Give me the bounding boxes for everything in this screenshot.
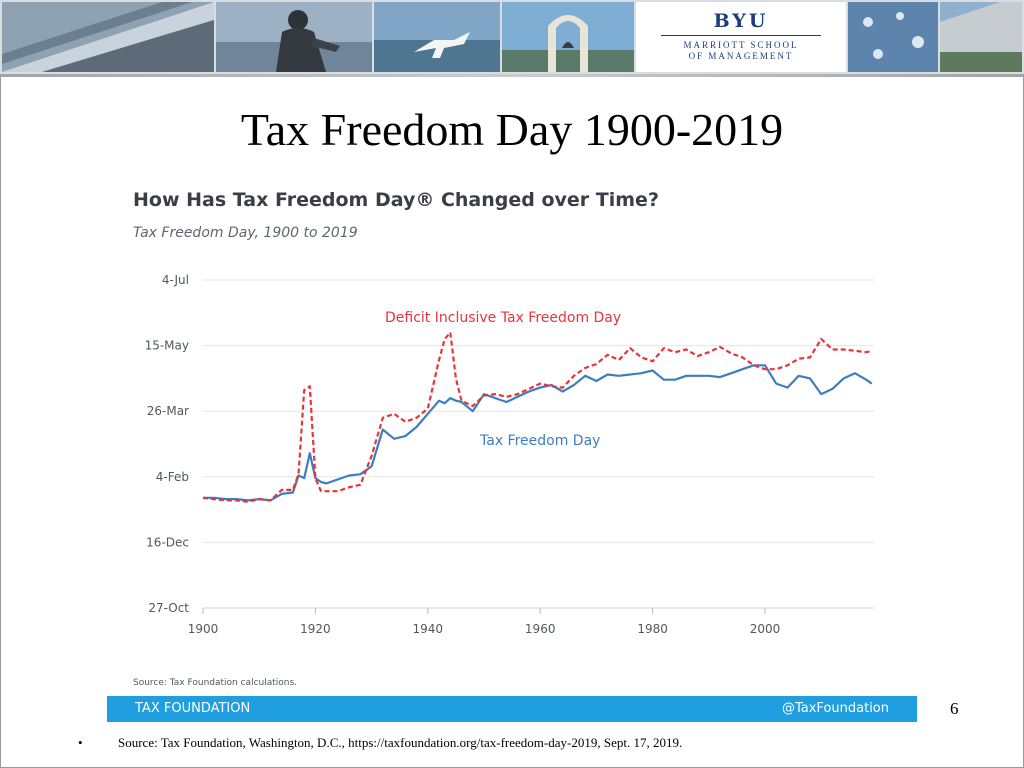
statue-photo <box>216 2 372 72</box>
x-tick-label: 2000 <box>750 622 781 636</box>
tax-freedom-day-label: Tax Freedom Day <box>479 433 600 449</box>
logo-line-1: MARRIOTT SCHOOL <box>683 40 799 50</box>
y-tick-label: 16-Dec <box>146 535 189 549</box>
chart-subtitle: Tax Freedom Day, 1900 to 2019 <box>133 225 358 241</box>
logo-word: BYU <box>713 10 769 32</box>
y-tick-label: 26-Mar <box>147 404 189 418</box>
tax-foundation-brand: TAX FOUNDATION <box>135 701 251 716</box>
building-photo <box>2 2 214 72</box>
y-mountain-photo <box>374 2 500 72</box>
tax-foundation-footer-bar: TAX FOUNDATION @TaxFoundation <box>107 696 917 722</box>
slide-title: Tax Freedom Day 1900-2019 <box>240 104 784 155</box>
byu-marriott-logo: BYU MARRIOTT SCHOOL OF MANAGEMENT <box>636 2 846 72</box>
banner-divider <box>0 74 1024 77</box>
y-tick-label: 4-Jul <box>162 273 189 287</box>
x-tick-label: 1980 <box>637 622 668 636</box>
bell-arch-photo <box>502 2 634 72</box>
footnote: • Source: Tax Foundation, Washington, D.C… <box>78 735 682 751</box>
y-tick-label: 4-Feb <box>156 470 189 484</box>
water-photo <box>848 2 938 72</box>
x-tick-label: 1960 <box>525 622 556 636</box>
chart-source: Source: Tax Foundation calculations. <box>133 678 298 688</box>
chart-title: How Has Tax Freedom Day® Changed over Ti… <box>133 189 659 211</box>
line-chart: 27-Oct 16-Dec 4-Feb 26-Mar 15-May 4-Jul 1900 19… <box>145 273 874 636</box>
y-tick-label: 15-May <box>145 339 189 353</box>
chart-card: How Has Tax Freedom Day® Changed over Ti… <box>107 177 917 722</box>
campus-building-photo <box>940 2 1022 72</box>
logo-line-2: OF MANAGEMENT <box>688 51 794 61</box>
bullet-icon: • <box>78 735 83 750</box>
x-tick-label: 1920 <box>300 622 331 636</box>
header-banner: BYU MARRIOTT SCHOOL OF MANAGEMENT <box>0 0 1024 77</box>
y-tick-label: 27-Oct <box>148 601 189 615</box>
deficit-inclusive-label: Deficit Inclusive Tax Freedom Day <box>385 310 621 326</box>
logo-divider <box>661 35 821 36</box>
page-number: 6 <box>950 699 959 718</box>
deficit-inclusive-line <box>202 331 873 503</box>
x-tick-label: 1940 <box>413 622 444 636</box>
x-tick-label: 1900 <box>188 622 219 636</box>
twitter-handle: @TaxFoundation <box>781 701 889 716</box>
footnote-text: Source: Tax Foundation, Washington, D.C.… <box>118 735 683 750</box>
